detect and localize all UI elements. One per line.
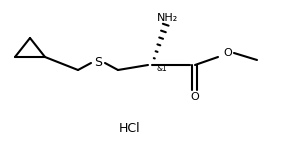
Text: O: O [223, 48, 233, 58]
Text: &1: &1 [157, 63, 167, 73]
Text: S: S [94, 56, 102, 69]
Text: O: O [191, 92, 199, 102]
Text: HCl: HCl [119, 121, 141, 134]
Text: NH₂: NH₂ [157, 13, 179, 23]
